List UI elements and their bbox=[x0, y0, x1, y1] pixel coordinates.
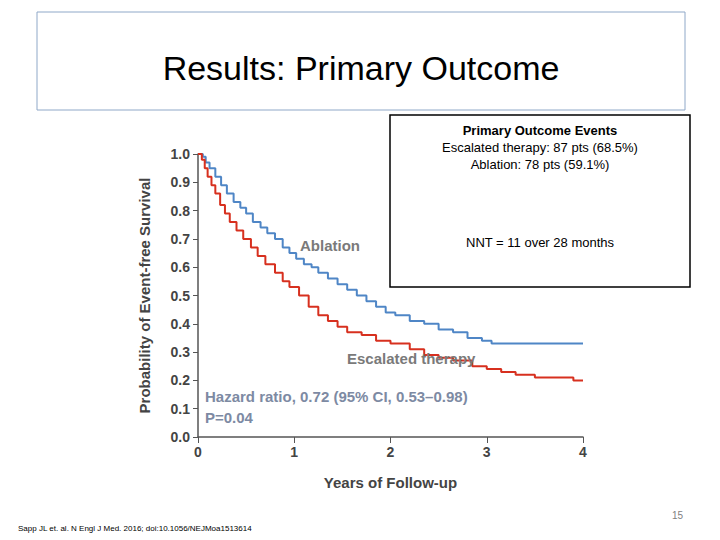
svg-text:Escalated therapy: Escalated therapy bbox=[347, 350, 476, 367]
svg-text:Years of Follow-up: Years of Follow-up bbox=[324, 474, 457, 491]
svg-text:0.0: 0.0 bbox=[171, 429, 191, 445]
svg-text:1: 1 bbox=[290, 444, 298, 460]
svg-text:1.0: 1.0 bbox=[171, 146, 191, 162]
svg-text:Escalated therapy: 87 pts (68.: Escalated therapy: 87 pts (68.5%) bbox=[442, 140, 638, 155]
svg-text:0.5: 0.5 bbox=[171, 288, 191, 304]
svg-text:3: 3 bbox=[483, 444, 491, 460]
svg-text:0.6: 0.6 bbox=[171, 259, 191, 275]
svg-text:0.8: 0.8 bbox=[171, 203, 191, 219]
svg-text:Hazard ratio, 0.72 (95% CI, 0.: Hazard ratio, 0.72 (95% CI, 0.53–0.98) bbox=[205, 388, 468, 405]
svg-text:15: 15 bbox=[672, 510, 684, 521]
svg-text:Results: Primary Outcome: Results: Primary Outcome bbox=[163, 49, 560, 87]
svg-text:Primary Outcome Events: Primary Outcome Events bbox=[463, 123, 618, 138]
svg-text:0.3: 0.3 bbox=[171, 344, 191, 360]
svg-text:0.2: 0.2 bbox=[171, 372, 191, 388]
svg-text:0.9: 0.9 bbox=[171, 174, 191, 190]
svg-text:0: 0 bbox=[194, 444, 202, 460]
svg-text:Probability of Event-free Surv: Probability of Event-free Survival bbox=[136, 178, 153, 414]
svg-text:4: 4 bbox=[579, 444, 587, 460]
svg-text:Sapp JL et. al. N Engl J Med.: Sapp JL et. al. N Engl J Med. 2016; doi:… bbox=[18, 524, 252, 533]
svg-text:Ablation: 78 pts (59.1%): Ablation: 78 pts (59.1%) bbox=[471, 157, 610, 172]
svg-text:P=0.04: P=0.04 bbox=[205, 409, 254, 426]
svg-text:0.4: 0.4 bbox=[171, 316, 191, 332]
svg-text:Ablation: Ablation bbox=[300, 237, 360, 254]
svg-text:2: 2 bbox=[387, 444, 395, 460]
svg-text:0.7: 0.7 bbox=[171, 231, 191, 247]
svg-text:0.1: 0.1 bbox=[171, 401, 191, 417]
svg-text:NNT = 11 over 28 months: NNT = 11 over 28 months bbox=[466, 235, 615, 250]
